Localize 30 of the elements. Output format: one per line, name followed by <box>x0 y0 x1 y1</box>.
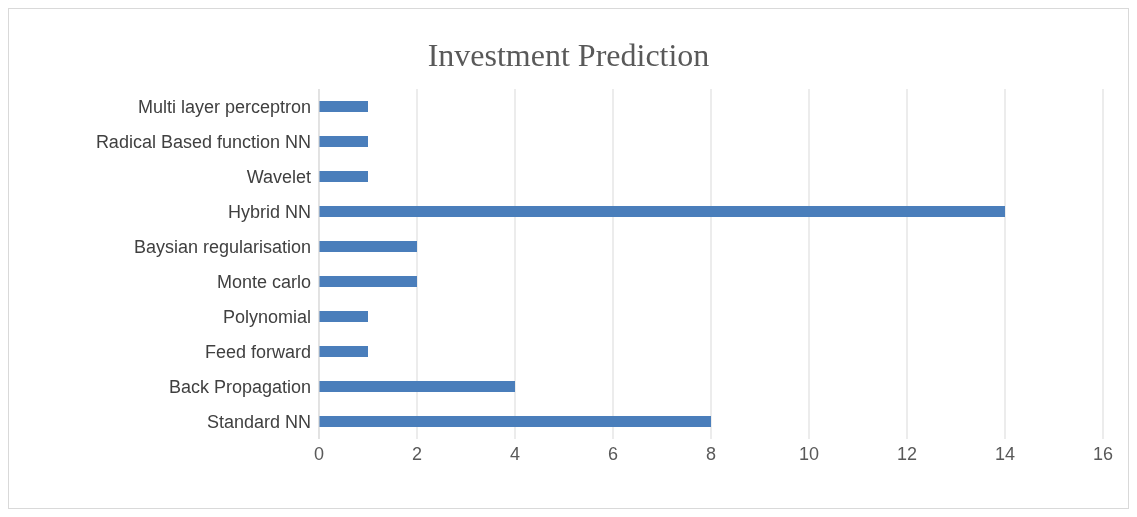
x-tick-label: 8 <box>705 443 717 464</box>
x-tick-label: 16 <box>1092 443 1114 464</box>
bar <box>319 311 368 322</box>
bar <box>319 381 515 392</box>
bar <box>319 206 1005 217</box>
x-tick-label: 0 <box>313 443 325 464</box>
y-tick-label: Polynomial <box>222 306 311 327</box>
bar <box>319 171 368 182</box>
bar <box>319 101 368 112</box>
x-tick-label: 10 <box>798 443 820 464</box>
bar <box>319 276 417 287</box>
x-tick-label: 14 <box>994 443 1016 464</box>
x-tick-label: 4 <box>509 443 521 464</box>
y-tick-label: Back Propagation <box>168 376 311 397</box>
x-tick-label: 6 <box>607 443 619 464</box>
bar <box>319 346 368 357</box>
y-tick-label: Wavelet <box>246 166 311 187</box>
chart-title: Investment Prediction <box>426 37 711 75</box>
bar <box>319 416 711 427</box>
y-tick-label: Baysian regularisation <box>133 236 311 257</box>
y-tick-label: Monte carlo <box>216 271 311 292</box>
y-tick-label: Multi layer perceptron <box>137 96 311 117</box>
bar <box>319 136 368 147</box>
y-tick-label: Feed forward <box>204 341 311 362</box>
x-tick-label: 2 <box>411 443 423 464</box>
bar <box>319 241 417 252</box>
y-tick-label: Standard NN <box>206 411 311 432</box>
y-tick-label: Hybrid NN <box>227 201 311 222</box>
x-tick-label: 12 <box>896 443 918 464</box>
y-tick-label: Radical Based function NN <box>95 131 311 152</box>
